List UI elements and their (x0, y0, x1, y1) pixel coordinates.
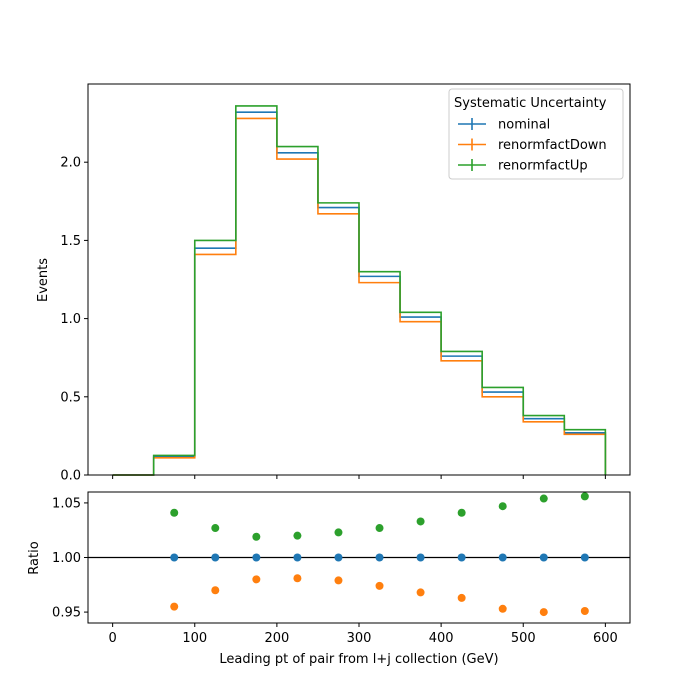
histogram-marks (112, 105, 607, 476)
ratio-x-tick-label: 600 (593, 631, 618, 646)
ratio-point (580, 553, 589, 562)
legend-label: renormfactDown (498, 138, 607, 153)
ratio-series-renormfactUp (170, 492, 589, 541)
ratio-point (293, 574, 302, 583)
ratio-point (457, 593, 466, 602)
histogram-y-tick-label: 1.0 (60, 312, 81, 327)
legend-box (448, 88, 624, 180)
ratio-x-tick-label: 300 (347, 631, 372, 646)
legend-entry-renormfactUp: renormfactUp (458, 159, 588, 174)
ratio-point (416, 553, 425, 562)
ratio-point (539, 494, 548, 503)
ratio-point (252, 575, 261, 584)
legend: Systematic Uncertainty nominal renormfact… (448, 88, 624, 180)
ratio-x-tick-label: 500 (511, 631, 536, 646)
ratio-point (252, 532, 261, 541)
ratio-y-ticks: 0.95 1.00 1.05 (52, 496, 88, 621)
ratio-point (539, 608, 548, 617)
histogram-series-renormfactUp (112, 105, 607, 476)
ratio-point (211, 524, 220, 533)
ratio-point (375, 553, 384, 562)
ratio-x-tick-label: 0 (108, 631, 116, 646)
ratio-point (334, 528, 343, 537)
legend-entry-renormfactDown: renormfactDown (458, 138, 607, 153)
ratio-x-tick-label: 100 (182, 631, 207, 646)
histogram-panel: 0.0 0.5 1.0 1.5 2.0 Events Systematic Uncert… (36, 83, 631, 484)
ratio-point (498, 604, 507, 613)
ratio-point (211, 553, 220, 562)
ratio-point (416, 588, 425, 597)
ratio-point (498, 553, 507, 562)
ratio-marks (88, 492, 630, 617)
ratio-y-axis-label: Ratio (27, 541, 42, 574)
ratio-point (334, 553, 343, 562)
ratio-x-tick-label: 400 (429, 631, 454, 646)
ratio-point (457, 553, 466, 562)
histogram-x-ticks (112, 475, 606, 479)
ratio-series-nominal (170, 553, 589, 562)
legend-label: nominal (498, 118, 550, 133)
ratio-point (293, 531, 302, 540)
ratio-x-axis-label: Leading pt of pair from l+j collection (… (219, 652, 498, 667)
ratio-point (375, 581, 384, 590)
ratio-point (539, 553, 548, 562)
legend-label: renormfactUp (498, 159, 588, 174)
histogram-y-tick-label: 1.5 (60, 234, 81, 249)
ratio-point (334, 576, 343, 585)
histogram-y-tick-label: 0.0 (60, 469, 81, 484)
ratio-point (293, 553, 302, 562)
histogram-y-tick-label: 0.5 (60, 390, 81, 405)
ratio-x-tick-label: 200 (264, 631, 289, 646)
ratio-point (170, 602, 179, 611)
ratio-point (416, 517, 425, 526)
legend-title: Systematic Uncertainty (454, 96, 607, 111)
ratio-y-tick-label: 1.00 (52, 551, 81, 566)
ratio-y-tick-label: 1.05 (52, 496, 81, 511)
ratio-point (170, 553, 179, 562)
histogram-y-axis-label: Events (36, 258, 51, 302)
legend-entries: nominal renormfactDown renormfactUp (458, 118, 607, 174)
ratio-point (498, 502, 507, 511)
ratio-point (457, 508, 466, 517)
ratio-point (211, 586, 220, 595)
ratio-point (375, 524, 384, 533)
ratio-point (170, 508, 179, 517)
legend-entry-nominal: nominal (458, 118, 550, 133)
ratio-point (252, 553, 261, 562)
ratio-x-ticks: 0 100 200 300 400 500 600 (108, 623, 618, 646)
ratio-point (580, 492, 589, 501)
ratio-point (580, 606, 589, 615)
histogram-y-ticks: 0.0 0.5 1.0 1.5 2.0 (60, 156, 88, 484)
histogram-y-tick-label: 2.0 (60, 156, 81, 171)
ratio-series-renormfactDown (170, 574, 589, 617)
ratio-y-tick-label: 0.95 (52, 606, 81, 621)
ratio-panel: 0.95 1.00 1.05 0 100 200 300 400 500 600 Ratio L… (27, 491, 631, 667)
